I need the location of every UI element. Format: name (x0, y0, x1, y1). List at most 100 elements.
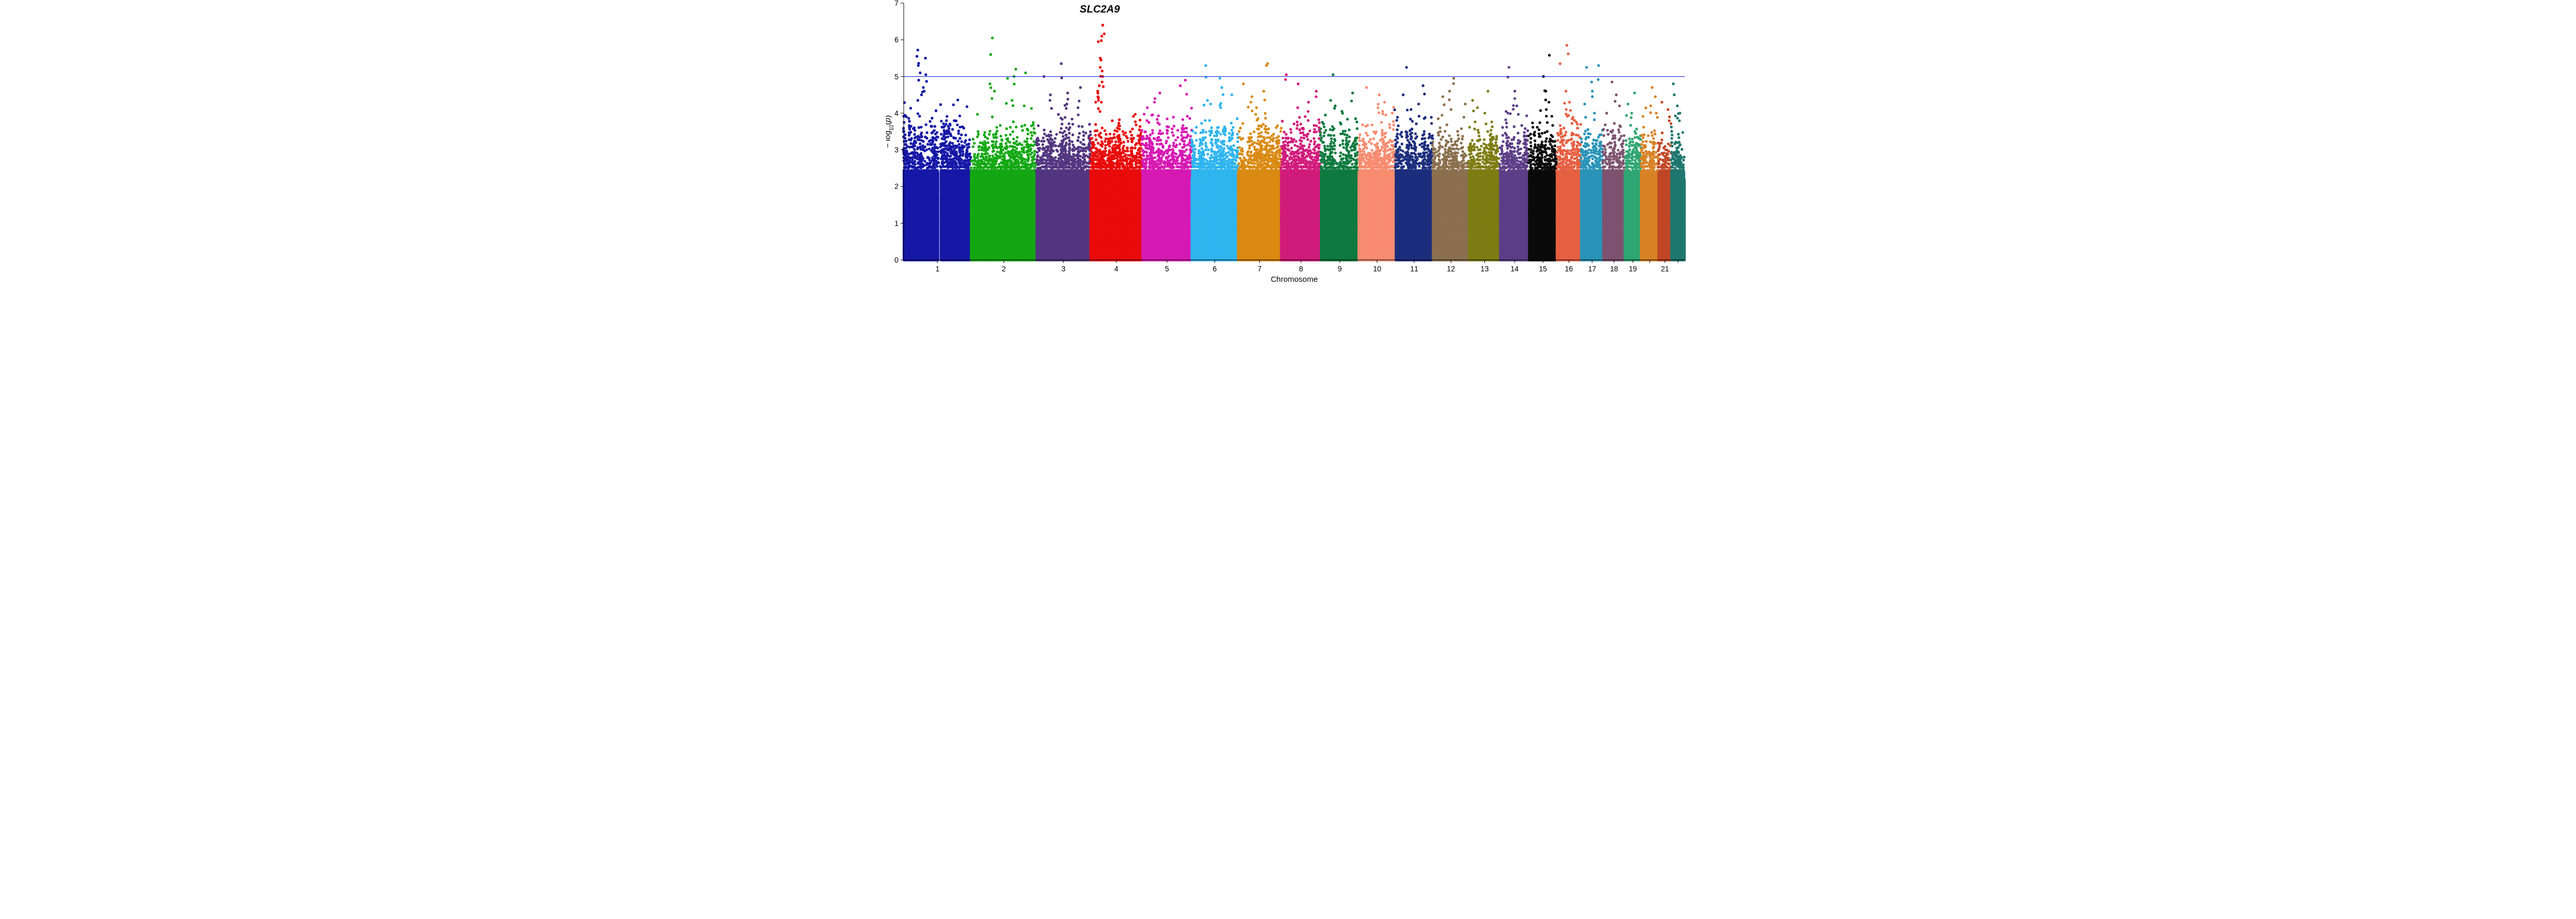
svg-point-66065 (1614, 100, 1616, 103)
svg-point-27769 (1204, 149, 1207, 151)
svg-point-33456 (1266, 142, 1269, 145)
svg-point-6731 (977, 152, 979, 155)
svg-point-45851 (1401, 150, 1404, 152)
svg-point-4970 (958, 132, 960, 135)
svg-point-24520 (1168, 146, 1171, 148)
svg-point-68778 (1652, 162, 1655, 165)
svg-point-55360 (1505, 134, 1508, 136)
svg-point-43211 (1370, 124, 1373, 126)
x-tick-label: 5 (1165, 265, 1169, 273)
svg-point-58317 (1539, 122, 1541, 124)
svg-point-38830 (1324, 145, 1326, 147)
svg-point-40963 (1346, 144, 1349, 146)
svg-point-38411 (1307, 110, 1309, 113)
svg-point-35406 (1287, 137, 1290, 139)
svg-point-15991 (1077, 139, 1079, 142)
svg-point-15117 (1069, 126, 1071, 129)
svg-point-36547 (1299, 123, 1302, 125)
svg-point-64148 (1593, 118, 1596, 121)
y-tick-label: 4 (894, 109, 899, 117)
svg-point-19139 (1111, 120, 1114, 122)
svg-point-25701 (1181, 153, 1184, 156)
svg-point-12757 (1042, 137, 1045, 139)
svg-point-40249 (1339, 144, 1341, 147)
svg-point-30532 (1235, 159, 1237, 162)
svg-point-15115 (1068, 139, 1071, 142)
x-tick-label: 10 (1373, 265, 1381, 273)
svg-point-44303 (1384, 149, 1386, 151)
svg-point-14626 (1063, 130, 1066, 133)
svg-point-49620 (1441, 136, 1444, 138)
svg-point-54340 (1495, 141, 1497, 144)
svg-point-26326 (1188, 117, 1191, 120)
svg-point-30680 (1236, 150, 1239, 152)
svg-point-51889 (1448, 99, 1450, 101)
svg-point-39496 (1331, 145, 1333, 148)
svg-point-65657 (1618, 156, 1621, 159)
svg-point-37890 (1313, 128, 1316, 130)
svg-point-63894 (1598, 150, 1601, 152)
svg-point-23912 (1162, 145, 1164, 147)
svg-point-54694 (1483, 112, 1486, 114)
svg-point-6679 (976, 157, 978, 159)
svg-point-3078 (936, 131, 938, 134)
svg-point-13430 (1050, 134, 1053, 137)
svg-point-62418 (1582, 154, 1585, 157)
svg-point-59456 (1551, 145, 1553, 148)
svg-point-8108 (992, 150, 995, 152)
svg-point-62841 (1587, 144, 1590, 147)
svg-point-17030 (1050, 107, 1053, 110)
svg-point-58053 (1536, 126, 1539, 128)
svg-point-16357 (1081, 125, 1083, 128)
svg-point-68067 (1644, 146, 1647, 148)
svg-point-25964 (1185, 148, 1188, 151)
svg-point-54023 (1491, 151, 1493, 154)
svg-point-16302 (1082, 138, 1085, 141)
svg-point-34719 (1249, 101, 1252, 103)
svg-point-47132 (1414, 153, 1417, 156)
svg-point-46766 (1410, 136, 1413, 139)
svg-point-45078 (1392, 128, 1395, 130)
svg-point-24211 (1166, 117, 1168, 120)
svg-point-60021 (1556, 151, 1558, 153)
svg-point-56419 (1517, 146, 1519, 148)
svg-point-34025 (1272, 147, 1275, 150)
svg-point-25132 (1176, 129, 1179, 132)
svg-point-45228 (1377, 111, 1380, 114)
svg-point-51883 (1450, 108, 1452, 111)
svg-point-12197 (1037, 124, 1039, 127)
svg-point-45231 (1378, 93, 1380, 96)
svg-point-65351 (1614, 166, 1617, 169)
svg-point-48550 (1432, 137, 1434, 140)
svg-point-35092 (1283, 131, 1285, 134)
svg-point-62526 (1583, 133, 1586, 135)
svg-point-7556 (985, 156, 988, 159)
svg-point-64144 (1601, 148, 1604, 150)
svg-point-3172 (936, 165, 938, 168)
svg-point-30734 (1236, 140, 1239, 143)
svg-point-46347 (1405, 131, 1408, 134)
svg-point-36286 (1296, 124, 1298, 126)
svg-point-41816 (1332, 73, 1334, 76)
svg-point-57338 (1517, 113, 1520, 115)
svg-point-6079 (916, 55, 918, 57)
svg-point-26589 (1191, 142, 1194, 145)
svg-point-15116 (1068, 136, 1070, 139)
svg-point-10025 (1012, 138, 1015, 140)
svg-point-45508 (1397, 150, 1399, 153)
svg-point-12348 (1037, 143, 1040, 146)
svg-point-68674 (1652, 153, 1655, 156)
svg-point-70253 (1668, 115, 1671, 118)
svg-point-24728 (1171, 131, 1174, 134)
svg-point-33613 (1268, 145, 1270, 147)
svg-point-39803 (1334, 151, 1337, 154)
svg-point-20201 (1121, 130, 1124, 133)
svg-point-71482 (1679, 112, 1681, 114)
svg-point-3074 (935, 150, 937, 153)
svg-point-2139 (925, 148, 928, 151)
svg-point-40455 (1342, 146, 1345, 149)
svg-point-36915 (1302, 128, 1305, 130)
svg-point-1168 (913, 153, 916, 156)
svg-point-9450 (1006, 162, 1009, 165)
svg-point-17021 (1088, 142, 1091, 145)
